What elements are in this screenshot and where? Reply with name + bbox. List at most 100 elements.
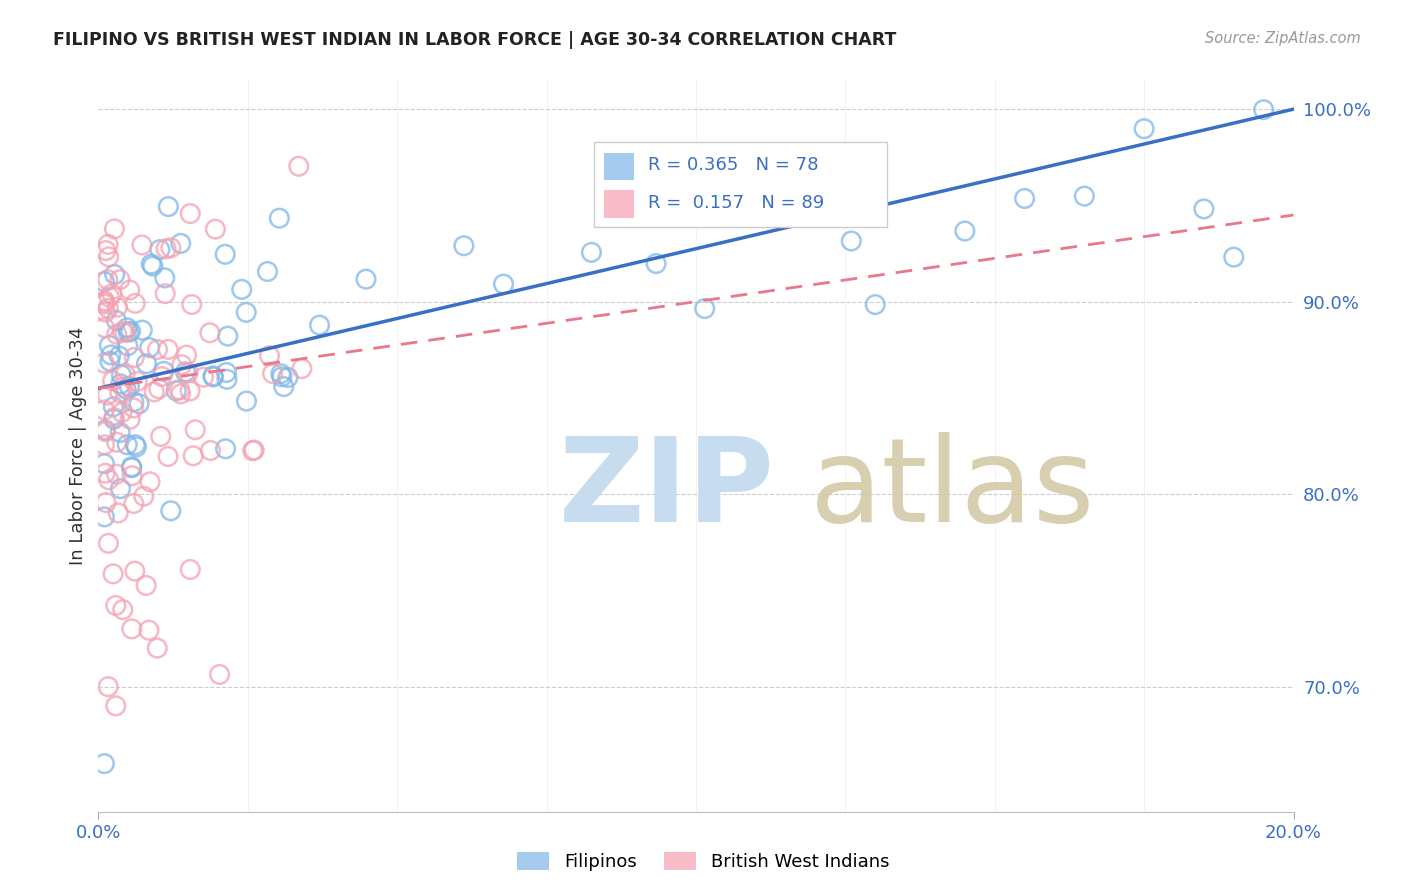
Point (198, 326, 221, 340)
Point (108, 385, 131, 400)
Point (114, 325, 136, 339)
Point (157, 343, 180, 357)
Point (235, 305, 257, 319)
Point (117, 339, 139, 353)
Point (111, 380, 134, 394)
Text: atlas: atlas (810, 433, 1095, 548)
Point (94, 495, 117, 509)
Point (354, 272, 377, 286)
Point (107, 506, 129, 520)
Point (97, 250, 120, 264)
Point (202, 368, 225, 383)
Point (176, 348, 198, 362)
Text: R = 0.365   N = 78: R = 0.365 N = 78 (648, 156, 818, 174)
Point (453, 239, 475, 253)
Point (121, 459, 143, 474)
Point (1133, 121, 1156, 136)
Point (93, 438, 115, 452)
Point (93, 403, 115, 417)
Point (783, 148, 806, 162)
Point (121, 460, 143, 475)
Point (291, 361, 314, 376)
Point (169, 383, 191, 397)
Point (122, 395, 145, 409)
Point (97, 237, 120, 252)
Point (124, 438, 146, 452)
Point (124, 296, 146, 310)
Point (231, 282, 253, 296)
Point (97, 301, 120, 316)
Point (94, 467, 117, 481)
Point (111, 602, 134, 616)
Bar (605, 153, 634, 180)
Point (93, 356, 115, 370)
Point (93, 293, 115, 308)
Point (204, 222, 226, 236)
Point (98, 338, 121, 352)
Legend: Filipinos, British West Indians: Filipinos, British West Indians (509, 845, 897, 879)
Point (98, 290, 121, 304)
Point (1192, 202, 1215, 216)
Point (141, 257, 163, 271)
Point (288, 159, 311, 173)
Point (235, 394, 257, 409)
Point (104, 599, 127, 613)
Point (262, 367, 284, 381)
Point (118, 283, 141, 297)
Point (256, 264, 278, 278)
Point (110, 376, 132, 391)
Point (217, 329, 239, 343)
Point (215, 372, 238, 386)
Point (181, 449, 204, 463)
Point (270, 369, 292, 384)
Point (97, 680, 120, 694)
Point (135, 357, 157, 371)
Point (150, 369, 173, 384)
Text: R =  0.157   N = 89: R = 0.157 N = 89 (648, 194, 824, 212)
Point (200, 443, 222, 458)
Point (155, 242, 177, 256)
Point (308, 318, 330, 333)
Point (96, 388, 118, 402)
Point (93, 756, 115, 771)
Point (157, 450, 180, 464)
Point (202, 370, 225, 384)
Point (93, 457, 115, 471)
Point (581, 245, 603, 260)
Point (101, 374, 124, 388)
Point (105, 313, 128, 327)
Point (160, 241, 183, 255)
Point (103, 400, 125, 414)
Point (146, 343, 169, 357)
Point (94, 425, 117, 439)
Point (125, 440, 148, 454)
Point (97, 536, 120, 550)
Point (108, 425, 131, 440)
Point (108, 272, 131, 286)
Point (100, 348, 122, 362)
Point (117, 438, 139, 452)
Point (839, 234, 862, 248)
Point (121, 622, 143, 636)
Point (115, 320, 138, 334)
Point (93, 320, 115, 334)
Point (148, 382, 170, 396)
Bar (605, 190, 634, 219)
Point (214, 442, 236, 456)
Point (645, 256, 668, 270)
Point (165, 384, 187, 398)
Point (93, 295, 115, 310)
Point (93, 509, 115, 524)
Point (1014, 191, 1036, 205)
Point (214, 247, 236, 261)
Point (259, 349, 281, 363)
Point (179, 562, 201, 576)
Point (132, 489, 155, 503)
Point (138, 624, 160, 638)
Point (693, 301, 716, 316)
Point (170, 358, 193, 372)
Point (124, 564, 146, 578)
Point (179, 206, 201, 220)
Point (105, 467, 128, 482)
Point (193, 370, 215, 384)
